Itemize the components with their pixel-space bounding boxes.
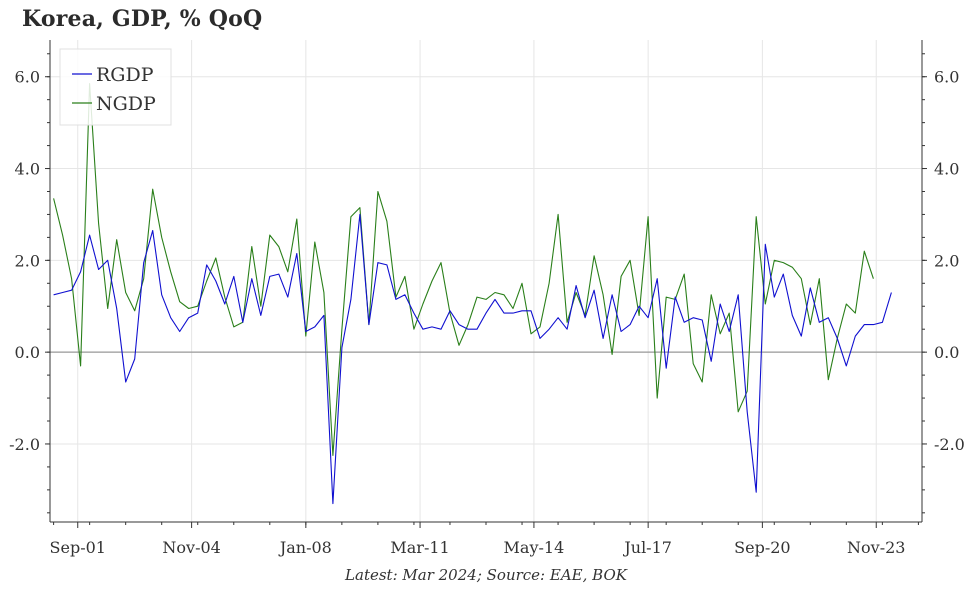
chart-title: Korea, GDP, % QoQ bbox=[22, 6, 263, 32]
x-tick-label: Nov-04 bbox=[162, 538, 220, 557]
y-tick-label-left: 0.0 bbox=[15, 343, 40, 362]
y-tick-label-right: 0.0 bbox=[934, 343, 959, 362]
y-axis-right-ticks: -2.0 0.0 2.0 4.0 6.0 bbox=[922, 53, 965, 514]
legend-box bbox=[59, 48, 172, 126]
y-tick-label-left: -2.0 bbox=[9, 435, 40, 454]
y-axis-left-ticks: -2.0 0.0 2.0 4.0 6.0 bbox=[9, 53, 50, 514]
x-tick-label: May-14 bbox=[504, 538, 565, 557]
axes bbox=[49, 40, 923, 523]
y-tick-label-right: 2.0 bbox=[934, 251, 959, 270]
series-lines bbox=[53, 83, 892, 505]
y-tick-label-right: -2.0 bbox=[934, 435, 965, 454]
y-tick-label-left: 4.0 bbox=[15, 160, 40, 179]
x-tick-label: Nov-23 bbox=[847, 538, 905, 557]
legend-label-rgdp: RGDP bbox=[96, 64, 154, 86]
y-tick-label-right: 6.0 bbox=[934, 68, 959, 87]
grid-lines bbox=[50, 40, 922, 522]
y-tick-label-right: 4.0 bbox=[934, 160, 959, 179]
x-axis-ticks: Sep-01 Nov-04 Jan-08 Mar-11 May-14 Jul-17 Sep-… bbox=[50, 522, 919, 557]
series-line-rgdp bbox=[53, 213, 892, 505]
series-line-ngdp bbox=[53, 83, 874, 456]
legend-label-ngdp: NGDP bbox=[96, 93, 156, 115]
source-footnote: Latest: Mar 2024; Source: EAE, BOK bbox=[345, 566, 627, 584]
legend: RGDP NGDP bbox=[59, 48, 172, 126]
y-tick-label-left: 6.0 bbox=[15, 68, 40, 87]
x-tick-label: Mar-11 bbox=[390, 538, 449, 557]
y-tick-label-left: 2.0 bbox=[15, 251, 40, 270]
x-tick-label: Sep-20 bbox=[734, 538, 790, 557]
x-tick-label: Jul-17 bbox=[622, 538, 672, 557]
x-tick-label: Jan-08 bbox=[278, 538, 332, 557]
x-tick-label: Sep-01 bbox=[50, 538, 106, 557]
